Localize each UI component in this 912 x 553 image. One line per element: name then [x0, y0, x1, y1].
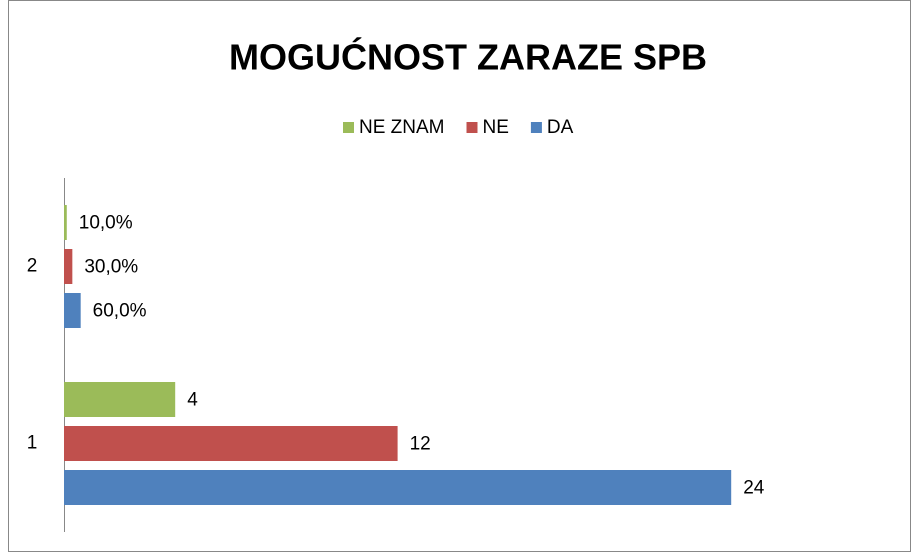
data-label: 4	[187, 390, 198, 411]
chart-title: MOGUĆNOST ZARAZE SPB	[229, 36, 707, 78]
legend-label: NE ZNAM	[359, 117, 445, 138]
y-tick-label: 2	[27, 256, 38, 277]
bar	[64, 382, 176, 417]
chart-frame	[8, 0, 911, 552]
data-label: 10,0%	[79, 213, 133, 234]
data-label: 30,0%	[84, 257, 138, 278]
legend-label: NE	[483, 117, 509, 138]
bar	[64, 293, 81, 328]
data-label: 24	[743, 478, 765, 499]
data-label: 60,0%	[93, 301, 147, 322]
legend-swatch	[530, 122, 542, 133]
data-label: 12	[410, 434, 431, 455]
y-tick-label: 1	[27, 433, 38, 454]
bar	[64, 249, 73, 284]
legend-label: DA	[547, 117, 574, 138]
legend-swatch	[466, 122, 478, 133]
bar	[64, 470, 732, 505]
bar	[64, 426, 398, 461]
bar	[64, 205, 67, 240]
legend-swatch	[343, 122, 354, 133]
